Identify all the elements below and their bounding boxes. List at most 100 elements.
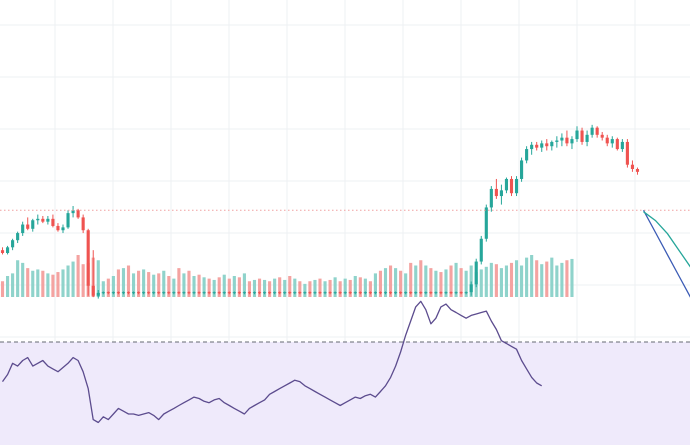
- volume-bar: [31, 270, 35, 297]
- volume-bar: [565, 260, 569, 297]
- candle-body: [429, 292, 433, 294]
- candle-body: [605, 137, 609, 144]
- volume-bar: [333, 277, 337, 297]
- volume-bar: [560, 262, 564, 297]
- volume-bar: [530, 255, 534, 297]
- candle-body: [303, 292, 307, 294]
- candle-body: [36, 218, 40, 221]
- volume-bar: [388, 265, 393, 297]
- candle-body: [610, 139, 614, 144]
- volume-bar: [545, 261, 549, 297]
- candle-body: [348, 292, 352, 294]
- candle-body: [86, 230, 90, 286]
- volume-bar: [494, 264, 498, 297]
- candle-body: [358, 292, 362, 294]
- candle-body: [620, 141, 624, 150]
- candle-body: [590, 127, 594, 135]
- candle-body: [328, 292, 332, 294]
- candle-body: [121, 292, 126, 294]
- volume-bar: [106, 278, 110, 297]
- volume-bar: [167, 276, 171, 297]
- volume-bar: [429, 268, 433, 297]
- candle-body: [580, 130, 584, 142]
- volume-bar: [338, 281, 342, 297]
- volume-bar: [81, 264, 85, 297]
- candle-body: [293, 292, 297, 294]
- volume-bar: [197, 274, 201, 297]
- candle-body: [172, 292, 176, 294]
- volume-bar: [66, 265, 70, 297]
- candle-body: [217, 292, 221, 294]
- candle-body: [26, 224, 30, 229]
- candle-body: [363, 292, 367, 294]
- volume-bar: [499, 268, 503, 297]
- candle-body: [308, 292, 312, 294]
- candle-body: [635, 168, 640, 172]
- volume-bar: [147, 272, 151, 297]
- candle-body: [469, 284, 473, 293]
- volume-bar: [56, 272, 60, 297]
- candle-body: [5, 247, 10, 254]
- volume-bar: [318, 278, 322, 297]
- candle-body: [137, 292, 141, 294]
- volume-bar: [414, 265, 418, 297]
- candle-body: [21, 224, 25, 234]
- candle-body: [560, 137, 564, 141]
- candle-body: [16, 233, 20, 241]
- volume-bar: [283, 279, 287, 297]
- candle-body: [474, 261, 478, 285]
- volume-bar: [394, 268, 398, 297]
- volume-bar: [131, 273, 136, 297]
- volume-bar: [273, 278, 277, 297]
- volume-bar: [46, 273, 50, 297]
- volume-bar: [71, 261, 75, 297]
- volume-bar: [257, 278, 262, 297]
- candle-body: [187, 292, 191, 294]
- candle-body: [373, 292, 377, 294]
- volume-bar: [212, 279, 216, 297]
- volume-bar: [454, 262, 458, 297]
- volume-bar: [101, 281, 105, 297]
- candle-body: [454, 292, 458, 294]
- candle-body: [268, 292, 272, 294]
- candle-body: [61, 227, 65, 231]
- volume-bar: [509, 262, 514, 297]
- candle-body: [31, 220, 35, 229]
- volume-bar: [353, 276, 357, 297]
- volume-bar: [121, 268, 126, 297]
- candle-body: [439, 292, 443, 294]
- candle-body: [615, 139, 619, 150]
- volume-bar: [278, 277, 282, 297]
- candle-body: [338, 292, 342, 294]
- candle-body: [399, 292, 403, 294]
- volume-bar: [373, 273, 377, 297]
- volume-bar: [172, 278, 176, 297]
- volume-bar: [5, 276, 10, 297]
- candle-body: [142, 292, 146, 294]
- candle-body: [207, 292, 211, 294]
- forecast-line-teal: [643, 211, 690, 268]
- candle-body: [162, 292, 166, 294]
- candle-body: [449, 292, 453, 294]
- volume-bar: [152, 274, 156, 297]
- volume-bar: [343, 278, 347, 297]
- volume-bar: [96, 260, 100, 297]
- candles: [0, 124, 640, 299]
- volume-bar: [368, 281, 372, 297]
- candle-body: [263, 292, 267, 294]
- volume-bar: [404, 273, 408, 297]
- candle-body: [545, 143, 549, 147]
- candle-body: [11, 240, 15, 248]
- candle-body: [630, 164, 635, 169]
- volume-bar: [192, 276, 196, 297]
- candle-body: [509, 178, 514, 194]
- candle-body: [182, 292, 186, 294]
- candle-body: [479, 238, 483, 262]
- candle-body: [101, 292, 105, 294]
- volume-bar: [434, 270, 438, 297]
- candle-body: [484, 207, 488, 239]
- candle-body: [625, 141, 629, 165]
- volume-bar: [76, 255, 80, 297]
